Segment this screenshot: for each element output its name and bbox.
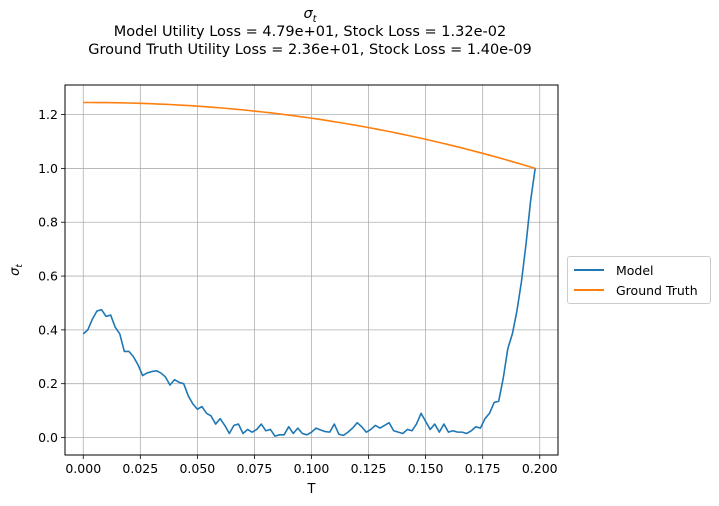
- legend-item-ground-truth: Ground Truth: [574, 281, 698, 299]
- legend-swatch-ground-truth: [574, 289, 604, 291]
- y-tick-label: 1.2: [38, 107, 58, 122]
- chart-title-symbol: σt: [303, 6, 317, 25]
- legend: Model Ground Truth: [567, 256, 711, 304]
- legend-label-model: Model: [616, 262, 654, 278]
- y-tick-label: 0.8: [38, 215, 58, 230]
- x-tick-label: 0.125: [351, 461, 387, 476]
- legend-swatch-model: [574, 269, 604, 271]
- series-line-model: [82, 168, 536, 437]
- series-line-ground-truth: [83, 101, 536, 170]
- legend-label-ground-truth: Ground Truth: [616, 282, 698, 298]
- y-tick-label: 1.0: [38, 161, 58, 176]
- x-tick-label: 0.000: [65, 461, 101, 476]
- x-tick-label: 0.025: [122, 461, 158, 476]
- y-tick-label: 0.2: [38, 376, 58, 391]
- y-tick-label: 0.6: [38, 269, 58, 284]
- x-tick-label: 0.150: [408, 461, 444, 476]
- y-tick-label: 0.0: [38, 430, 58, 445]
- x-tick-label: 0.175: [465, 461, 501, 476]
- x-tick-label: 0.075: [237, 461, 273, 476]
- legend-item-model: Model: [574, 261, 654, 279]
- axis-ticks: 0.000 0.025 0.050 0.075 0.100 0.125 0.150 0.175…: [38, 107, 558, 476]
- chart-title-line-2: Ground Truth Utility Loss = 2.36e+01, St…: [88, 42, 532, 58]
- y-tick-label: 0.4: [38, 322, 58, 337]
- y-axis-label: σt: [8, 264, 25, 276]
- grid-lines: [65, 85, 558, 455]
- series-lines: [82, 101, 536, 437]
- x-tick-label: 0.200: [522, 461, 558, 476]
- x-tick-label: 0.050: [179, 461, 215, 476]
- x-tick-label: 0.100: [294, 461, 330, 476]
- chart-title-line-1: Model Utility Loss = 4.79e+01, Stock Los…: [113, 24, 507, 40]
- x-axis-label: T: [307, 482, 316, 497]
